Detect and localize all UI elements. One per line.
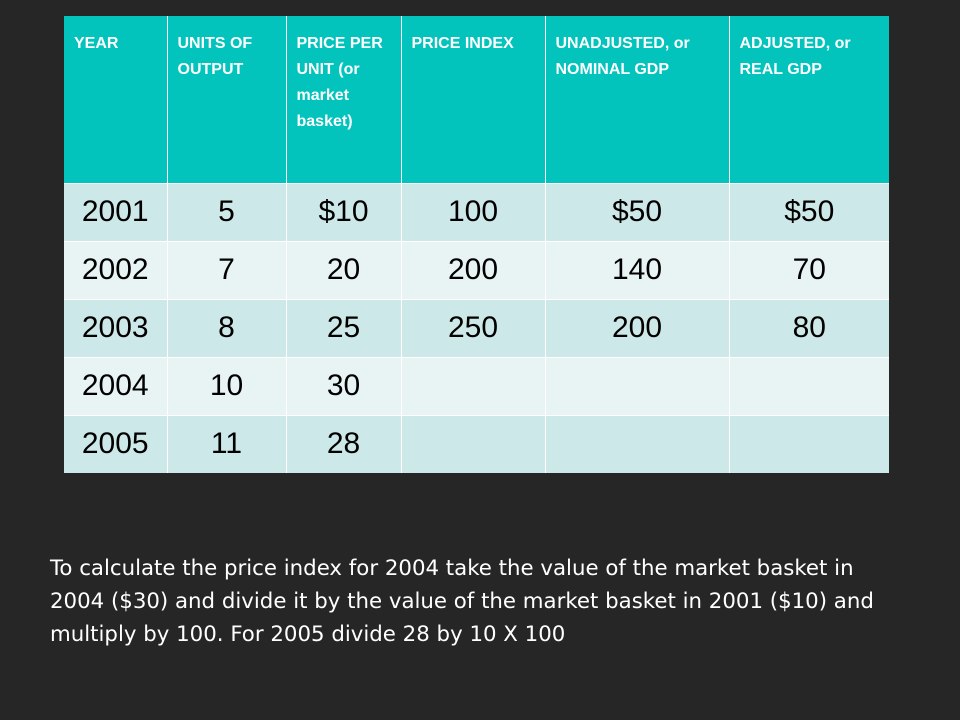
table-row: 2002 7 20 200 140 70 [64, 240, 889, 299]
header-price-index: PRICE INDEX [401, 16, 546, 183]
cell-price-index [401, 356, 546, 415]
gdp-table: YEAR UNITS OF OUTPUT PRICE PER UNIT (or … [64, 16, 889, 473]
cell-price: 28 [286, 414, 402, 473]
cell-price: 30 [286, 356, 402, 415]
cell-price-index: 200 [401, 240, 546, 299]
header-year: YEAR [64, 16, 168, 183]
cell-price-index [401, 414, 546, 473]
explanation-text: To calculate the price index for 2004 ta… [50, 556, 874, 647]
table-row: 2004 10 30 [64, 356, 889, 415]
cell-units: 8 [167, 298, 287, 357]
cell-real-gdp: $50 [729, 182, 889, 241]
cell-price: $10 [286, 182, 402, 241]
table-row: 2005 11 28 [64, 414, 889, 473]
cell-units: 11 [167, 414, 287, 473]
cell-year: 2003 [64, 298, 168, 357]
cell-price-index: 250 [401, 298, 546, 357]
cell-units: 10 [167, 356, 287, 415]
header-price-per-unit: PRICE PER UNIT (or market basket) [286, 16, 402, 183]
cell-nominal-gdp [545, 356, 730, 415]
table-row: 2003 8 25 250 200 80 [64, 298, 889, 357]
cell-real-gdp: 70 [729, 240, 889, 299]
header-row: YEAR UNITS OF OUTPUT PRICE PER UNIT (or … [64, 16, 889, 183]
cell-year: 2005 [64, 414, 168, 473]
cell-nominal-gdp: 200 [545, 298, 730, 357]
header-units-of-output: UNITS OF OUTPUT [167, 16, 287, 183]
cell-units: 7 [167, 240, 287, 299]
cell-year: 2001 [64, 182, 168, 241]
header-nominal-gdp: UNADJUSTED, or NOMINAL GDP [545, 16, 730, 183]
cell-year: 2002 [64, 240, 168, 299]
cell-real-gdp [729, 356, 889, 415]
cell-nominal-gdp [545, 414, 730, 473]
cell-units: 5 [167, 182, 287, 241]
cell-nominal-gdp: $50 [545, 182, 730, 241]
cell-real-gdp [729, 414, 889, 473]
cell-price-index: 100 [401, 182, 546, 241]
cell-price: 25 [286, 298, 402, 357]
cell-price: 20 [286, 240, 402, 299]
cell-nominal-gdp: 140 [545, 240, 730, 299]
cell-real-gdp: 80 [729, 298, 889, 357]
header-real-gdp: ADJUSTED, or REAL GDP [729, 16, 889, 183]
table-row: 2001 5 $10 100 $50 $50 [64, 182, 889, 241]
cell-year: 2004 [64, 356, 168, 415]
